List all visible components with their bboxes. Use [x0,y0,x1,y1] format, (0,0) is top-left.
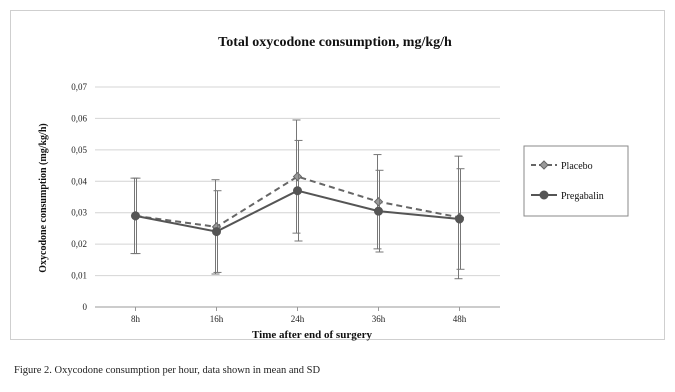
data-point-pregabalin [131,211,140,221]
data-point-pregabalin [293,186,302,196]
x-tick-label: 48h [453,314,467,324]
legend-marker [539,160,549,170]
legend: Placebo Pregabalin [523,145,629,217]
legend-item-placebo: Placebo [531,160,593,172]
x-tick-label: 16h [210,314,224,324]
data-point-placebo [373,197,384,207]
y-tick-label: 0,02 [71,239,87,249]
y-tick-label: 0,06 [71,113,87,123]
series-layer [130,119,465,280]
series-pregabalin [131,139,465,273]
gridlines [95,86,500,311]
data-point-pregabalin [455,214,464,224]
x-tick-label: 8h [131,314,141,324]
legend-item-pregabalin: Pregabalin [531,190,604,202]
legend-items: Placebo Pregabalin [531,160,604,202]
legend-marker [539,190,549,200]
x-tick-label: 36h [372,314,386,324]
data-point-pregabalin [212,227,221,237]
y-tick-label: 0,07 [71,82,87,92]
series-line-placebo [135,175,460,228]
y-tick-label: 0,01 [71,271,87,281]
y-axis-label: Oxycodone consumption (mg/kg/h) [38,123,49,272]
y-tick-label: 0 [83,302,88,312]
legend-label: Pregabalin [561,191,604,202]
y-tick-label: 0,04 [71,176,87,186]
series-line-pregabalin [135,189,460,233]
data-point-placebo [292,171,303,182]
y-tick-labels: 0 0,01 0,02 0,03 0,04 0,05 0,06 0,07 [71,82,87,312]
x-tick-label: 24h [291,314,305,324]
figure-caption: Figure 2. Oxycodone consumption per hour… [14,365,321,376]
y-tick-label: 0,03 [71,208,87,218]
legend-label: Placebo [561,161,593,172]
y-tick-label: 0,05 [71,145,87,155]
x-tick-labels: 8h 16h 24h 36h 48h [131,314,467,324]
legend-box [523,145,629,217]
data-point-pregabalin [374,206,383,216]
chart-title: Total oxycodone consumption, mg/kg/h [218,35,452,50]
x-axis-label: Time after end of surgery [252,329,372,341]
series-placebo [130,119,465,280]
